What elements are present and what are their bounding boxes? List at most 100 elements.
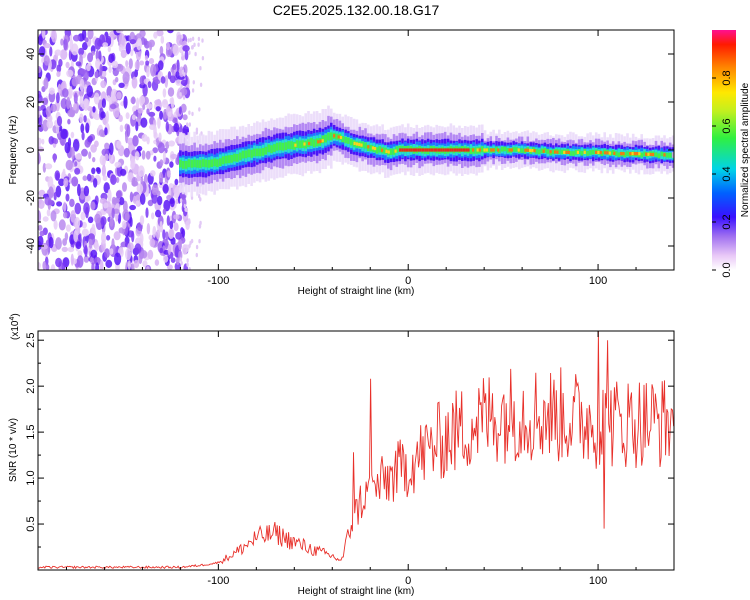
noise-blob <box>198 107 201 112</box>
noise-blob <box>139 233 144 245</box>
ridge-hot-cell <box>428 148 431 152</box>
noise-blob <box>198 239 201 244</box>
noise-blob <box>65 224 71 232</box>
noise-blob <box>56 92 60 104</box>
noise-blob <box>73 230 79 242</box>
noise-blob <box>129 39 137 45</box>
noise-blob <box>65 61 70 69</box>
noise-blob <box>42 216 49 222</box>
noise-blob <box>45 263 50 270</box>
noise-blob <box>166 42 170 51</box>
noise-blob <box>142 104 146 110</box>
noise-blob <box>113 231 121 241</box>
spectrogram-marks <box>38 30 674 270</box>
noise-blob <box>123 95 128 109</box>
noise-blob <box>146 103 153 109</box>
noise-blob <box>51 30 57 43</box>
noise-blob <box>184 49 189 61</box>
noise-blob <box>167 30 174 34</box>
noise-blob <box>145 60 150 66</box>
noise-blob <box>79 113 84 124</box>
noise-blob <box>38 46 46 57</box>
ridge-hot-cell <box>649 152 652 157</box>
noise-blob <box>49 46 53 57</box>
noise-blob <box>162 229 166 240</box>
noise-blob <box>173 222 179 232</box>
noise-blob <box>106 95 111 102</box>
noise-blob <box>67 109 75 118</box>
noise-blob <box>87 216 94 224</box>
ridge-hot-cell <box>565 150 568 154</box>
x-tick-label: -100 <box>207 275 229 287</box>
noise-blob <box>81 221 87 229</box>
y-tick-label: 20 <box>25 96 37 108</box>
colorbar-tick-label: 0.0 <box>721 262 733 277</box>
ridge-hot-cell <box>433 148 436 152</box>
ridge-hot-cell <box>437 148 440 152</box>
noise-blob <box>195 244 199 250</box>
noise-region <box>38 30 205 270</box>
noise-blob <box>201 56 205 61</box>
noise-blob <box>152 147 158 154</box>
ridge-hot-cell <box>431 148 434 152</box>
noise-blob <box>94 213 101 224</box>
noise-blob <box>191 45 194 50</box>
noise-blob <box>48 236 54 249</box>
ridge-hot-cell <box>333 134 336 138</box>
ridge-hot-cell <box>583 150 586 154</box>
noise-blob <box>46 209 51 217</box>
y-tick-label: 1.5 <box>25 424 37 439</box>
colorbar-tick-label: 0.6 <box>721 118 733 133</box>
noise-blob <box>197 42 200 47</box>
noise-blob <box>106 235 111 241</box>
ridge-hot-cell <box>542 149 545 153</box>
y-tick-label: -40 <box>25 238 37 254</box>
noise-blob <box>118 33 125 47</box>
ridge-hot-cell <box>510 148 513 152</box>
noise-blob <box>153 31 158 39</box>
noise-blob <box>85 122 90 134</box>
y-tick-label: 2.5 <box>25 333 37 348</box>
noise-blob <box>110 88 118 102</box>
ridge-hot-cell <box>462 148 466 152</box>
noise-blob <box>146 223 151 235</box>
noise-blob <box>170 153 178 160</box>
noise-blob <box>84 245 88 258</box>
noise-blob <box>68 86 73 99</box>
spectrogram-y-ticks: 40 20 0 -20 -40 <box>25 29 674 271</box>
noise-blob <box>126 124 131 137</box>
noise-blob <box>103 202 109 209</box>
ridge-hot-cell <box>399 148 402 152</box>
spectrogram-panel: -100 0 100 40 20 0 -20 -40 Height of straight … <box>8 29 675 297</box>
noise-blob <box>159 159 164 167</box>
colorbar-ticks: 0.0 0.2 0.4 0.6 0.8 <box>712 70 733 278</box>
noise-blob <box>105 110 109 124</box>
noise-blob <box>111 60 119 69</box>
ridge-hot-cell <box>629 152 632 156</box>
spectrogram-x-ticks: -100 0 100 <box>65 30 675 287</box>
snr-series-line <box>38 331 674 570</box>
noise-blob <box>43 77 49 90</box>
ridge-hot-cell <box>387 150 390 154</box>
noise-blob <box>76 255 84 268</box>
noise-blob <box>108 65 112 74</box>
ridge-hot-cell <box>371 146 374 150</box>
noise-blob <box>165 231 169 241</box>
noise-blob <box>41 244 48 250</box>
noise-blob <box>130 49 134 57</box>
noise-blob <box>149 42 153 51</box>
noise-blob <box>148 111 156 117</box>
noise-blob <box>199 82 203 88</box>
noise-blob <box>91 167 96 175</box>
noise-blob <box>131 114 136 121</box>
ridge-hot-cell <box>549 150 552 154</box>
noise-blob <box>67 246 75 253</box>
noise-blob <box>60 49 68 60</box>
noise-blob <box>195 252 198 258</box>
noise-blob <box>178 106 182 115</box>
noise-blob <box>199 66 202 71</box>
noise-blob <box>154 259 160 266</box>
noise-blob <box>79 78 85 92</box>
noise-blob <box>167 71 172 80</box>
ridge-hot-cell <box>647 152 650 156</box>
